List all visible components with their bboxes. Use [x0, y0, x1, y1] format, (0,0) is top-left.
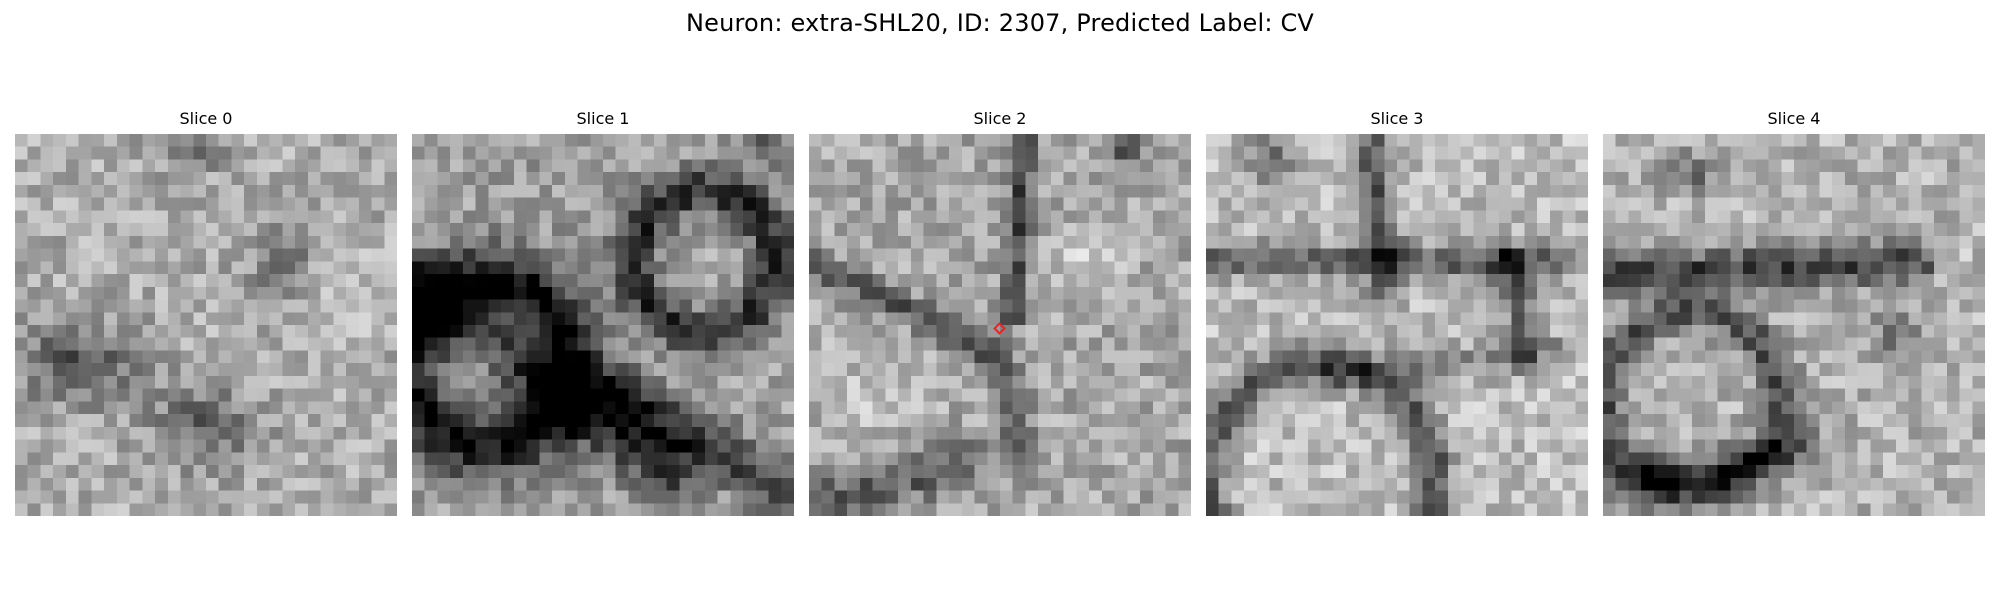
slice-title: Slice 3	[1370, 109, 1424, 128]
slice-panel-2: Slice 2	[809, 108, 1191, 520]
slice-image	[809, 134, 1191, 516]
slice-image	[1206, 134, 1588, 516]
slice-title: Slice 2	[973, 109, 1027, 128]
slice-panel-1: Slice 1	[412, 108, 794, 520]
slice-panel-3: Slice 3	[1206, 108, 1588, 520]
slice-image	[15, 134, 397, 516]
figure-title: Neuron: extra-SHL20, ID: 2307, Predicted…	[685, 9, 1315, 37]
slice-panel-0: Slice 0	[15, 108, 397, 520]
slice-title: Slice 4	[1767, 109, 1821, 128]
slice-image	[1603, 134, 1985, 516]
slice-panel-4: Slice 4	[1603, 108, 1985, 520]
slice-image	[412, 134, 794, 516]
slice-title: Slice 1	[576, 109, 630, 128]
slice-title: Slice 0	[179, 109, 233, 128]
